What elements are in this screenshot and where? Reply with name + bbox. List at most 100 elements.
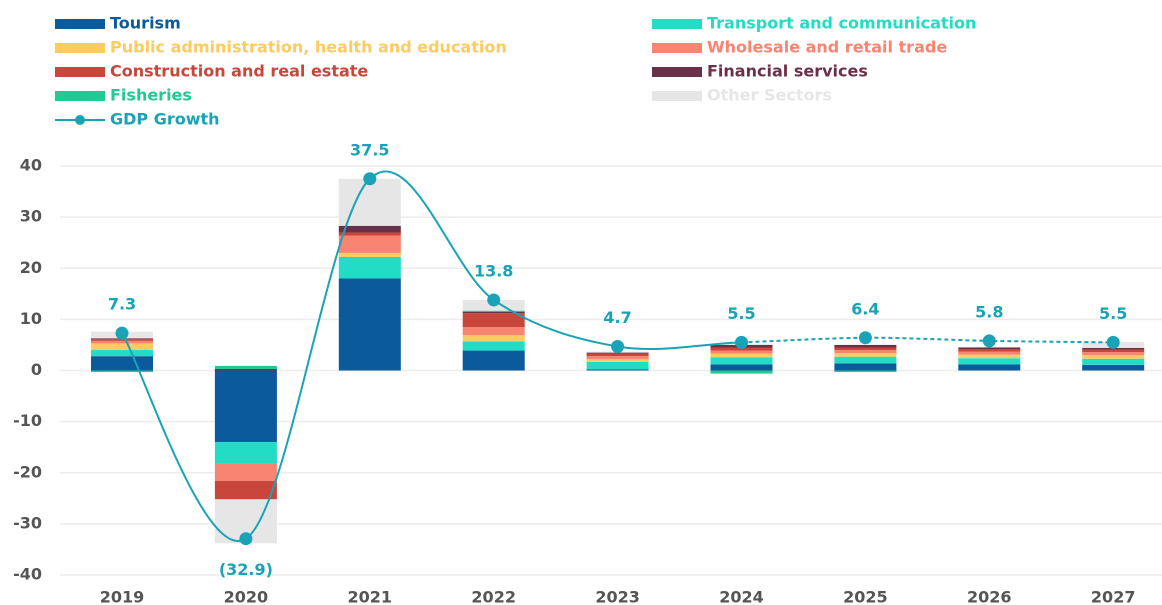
bar-segment <box>338 225 401 233</box>
bar-segment <box>338 278 401 371</box>
legend-label: Other Sectors <box>707 86 832 105</box>
legend-swatch <box>652 43 702 53</box>
gdp-label: 37.5 <box>350 140 389 159</box>
gdp-point <box>487 293 501 307</box>
legend-label: Financial services <box>707 62 868 81</box>
gdp-label: 7.3 <box>108 295 136 314</box>
bar-segment <box>586 356 649 360</box>
y-tick-label: 40 <box>20 156 42 175</box>
bar-segment <box>834 350 897 354</box>
y-tick-label: 20 <box>20 258 42 277</box>
legend-swatch <box>55 67 105 77</box>
bar-segment <box>834 344 897 348</box>
bar-segment <box>710 347 773 351</box>
gdp-point <box>363 172 377 186</box>
bar-segment <box>958 347 1021 350</box>
legend-marker <box>75 115 85 125</box>
bar-segment <box>586 359 649 362</box>
bar-segment <box>958 364 1021 371</box>
bar-segment <box>462 327 525 336</box>
x-tick-label: 2025 <box>843 588 888 605</box>
gdp-point <box>858 331 872 345</box>
gdp-label: 4.7 <box>603 308 631 327</box>
x-tick-label: 2023 <box>595 588 640 605</box>
legend-swatch <box>55 19 105 29</box>
bar-segment <box>710 364 773 371</box>
legend-swatch <box>652 67 702 77</box>
legend-label: Tourism <box>110 14 181 33</box>
legend-label: Fisheries <box>110 86 192 105</box>
gdp-point <box>115 326 129 340</box>
gdp-point <box>239 532 253 546</box>
bar-segment <box>710 350 773 354</box>
bar-segment <box>586 353 649 357</box>
x-tick-label: 2027 <box>1091 588 1136 605</box>
bar-segment <box>91 350 153 357</box>
bar-segment <box>338 252 401 258</box>
y-tick-label: -30 <box>13 513 42 532</box>
gdp-label: 6.4 <box>851 299 879 318</box>
gdp-point <box>982 334 996 348</box>
bar-segment <box>214 442 277 464</box>
bar-segment <box>91 339 153 341</box>
bar-segment <box>91 343 153 351</box>
y-tick-label: -20 <box>13 462 42 481</box>
bar-segment <box>214 370 277 443</box>
bar-segment <box>586 369 649 371</box>
x-tick-label: 2026 <box>967 588 1012 605</box>
bar-segment <box>462 350 525 371</box>
bar-segment <box>462 311 525 314</box>
bar-segment <box>214 463 277 481</box>
legend-swatch <box>55 43 105 53</box>
bar-segment <box>710 357 773 365</box>
legend-swatch <box>55 91 105 101</box>
y-tick-label: 30 <box>20 207 42 226</box>
x-tick-label: 2020 <box>224 588 269 605</box>
bar-segment <box>586 361 649 370</box>
bar-segment <box>1082 364 1145 371</box>
bar-segment <box>834 370 897 373</box>
gdp-point <box>1106 335 1120 349</box>
bar-segment <box>834 347 897 351</box>
bar-segment <box>462 313 525 328</box>
bar-segment <box>91 356 153 371</box>
bar-segment <box>958 349 1021 352</box>
bar-segment <box>214 480 277 500</box>
bar-segment <box>834 344 897 345</box>
bar-segment <box>214 365 277 369</box>
legend-label: Public administration, health and educat… <box>110 38 507 57</box>
gdp-point <box>611 339 625 353</box>
gdp-label: 5.8 <box>975 302 1003 321</box>
bar-segment <box>834 353 897 357</box>
y-tick-label: 0 <box>31 360 42 379</box>
bar-segment <box>91 340 153 344</box>
bar-segment <box>462 310 525 312</box>
bar-segment <box>834 356 897 364</box>
legend-label: GDP Growth <box>110 110 220 129</box>
bar-segment <box>338 257 401 279</box>
legend-label: Transport and communication <box>707 14 976 33</box>
y-tick-label: -40 <box>13 565 42 584</box>
bar-segment <box>462 335 525 342</box>
legend-label: Construction and real estate <box>110 62 368 81</box>
gdp-label: 5.5 <box>727 304 755 323</box>
y-tick-label: -10 <box>13 411 42 430</box>
bar-segment <box>1082 349 1145 353</box>
bar-segment <box>462 341 525 351</box>
x-tick-label: 2021 <box>348 588 393 605</box>
bar-segment <box>1082 358 1145 365</box>
gdp-point <box>735 335 748 349</box>
bar-segment <box>958 358 1021 365</box>
bar-segment <box>958 351 1021 355</box>
bar-segment <box>834 363 897 371</box>
gdp-line-forecast <box>741 336 1114 344</box>
x-tick-label: 2022 <box>471 588 516 605</box>
bar-segment <box>338 235 401 253</box>
bar-segment <box>958 354 1021 359</box>
bar-segment <box>1082 355 1145 359</box>
y-tick-label: 10 <box>20 309 42 328</box>
legend-label: Wholesale and retail trade <box>707 38 947 57</box>
bar-segment <box>214 368 277 371</box>
bar-segment <box>91 370 153 373</box>
